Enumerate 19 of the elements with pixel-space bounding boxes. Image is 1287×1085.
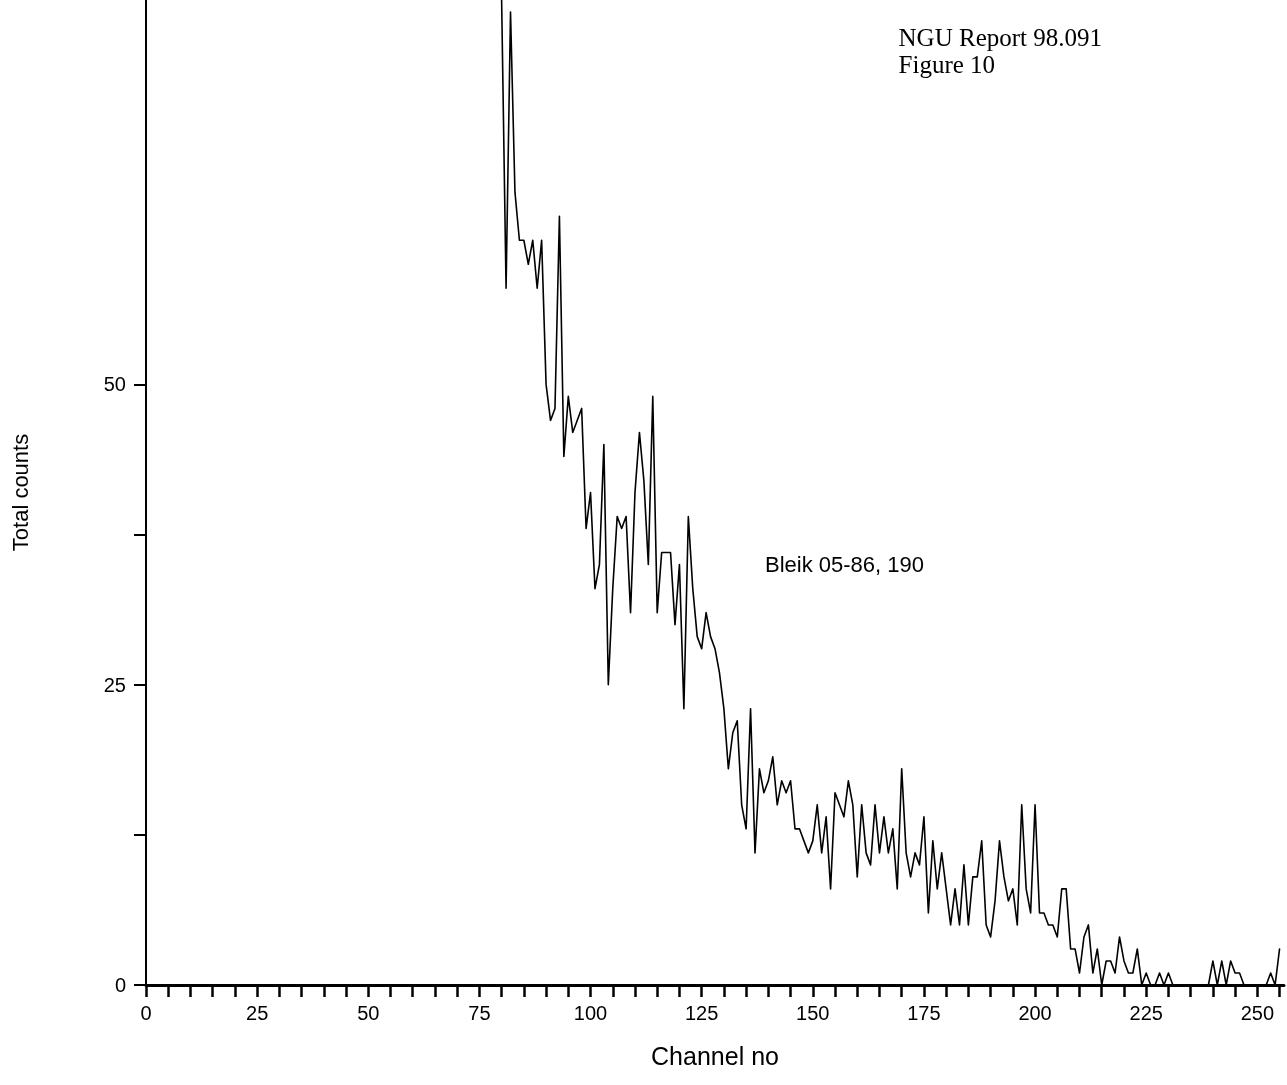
x-tick-label: 150 [796,1002,830,1024]
text: NGU Report 98.091 [898,24,1103,51]
x-tick-label: 200 [1018,1002,1052,1024]
x-tick-label: 100 [573,1002,608,1024]
text: Figure 10 [898,51,996,78]
x-axis-title: Channel no [651,1041,779,1070]
y-tick-label: 25 [103,673,126,696]
x-tick-label: 175 [907,1002,941,1024]
x-tick-label: 50 [357,1002,380,1024]
x-tick-label: 0 [140,1002,152,1024]
x-tick-label: 125 [684,1002,719,1024]
x-tick-label: 75 [468,1002,491,1024]
y-axis-title: Total counts [7,433,33,552]
annotation: Bleik 05-86, 190 [765,551,924,577]
x-tick-label: 250 [1240,1002,1275,1024]
y-tick-label: 50 [103,373,126,396]
x-tick-label: 25 [246,1002,269,1024]
y-tick-label: 0 [114,974,126,996]
x-tick-label: 225 [1129,1002,1163,1024]
